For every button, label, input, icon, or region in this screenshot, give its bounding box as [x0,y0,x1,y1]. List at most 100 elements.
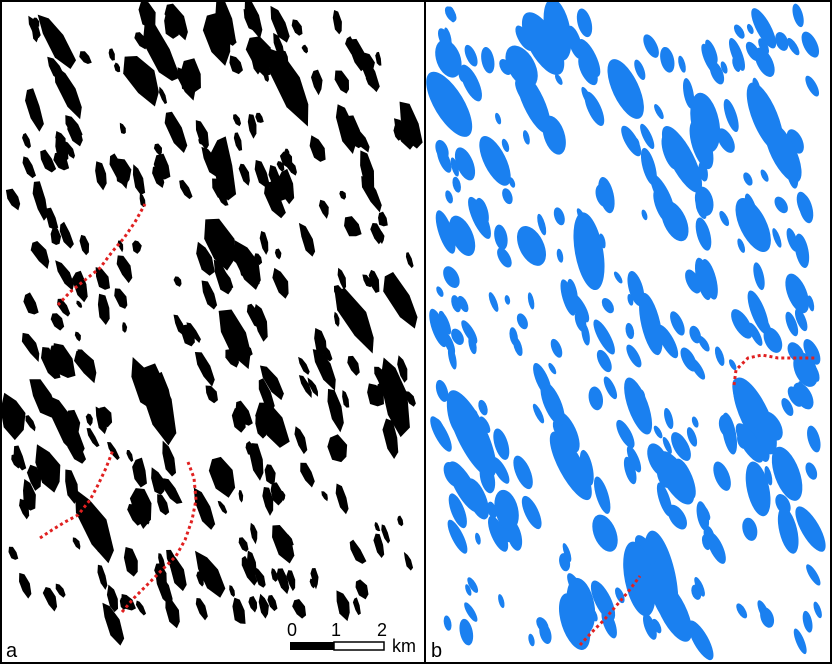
panel-b-ellipse [640,123,655,149]
panel-a-shape [65,469,79,504]
panel-b-ellipse [752,427,759,438]
panel-a-shape [235,400,253,426]
panel-a-shape [50,227,62,245]
panel-b-ellipse [671,432,691,461]
scale-bar-segment-filled [290,642,334,650]
panel-a-shape [374,522,381,532]
panel-a: 0 1 2 km a [0,0,426,664]
panel-a-shape [310,69,323,96]
panel-b-ellipse [550,338,563,358]
panel-b-ellipse [437,28,453,52]
panel-a-shape [95,161,107,191]
panel-a-shape [268,164,283,197]
panel-a-shape [233,132,243,151]
panel-a-shape [166,549,180,573]
panel-b-ellipse [461,320,478,344]
panel-b-ellipse [689,325,701,344]
panel-b-ellipse [698,503,711,521]
panel-b-ellipse [516,313,528,330]
panel-b-ellipse [650,173,675,215]
panel-a-shape [11,454,22,469]
panel-a-shape [279,151,293,169]
panel-b-ellipse [745,41,761,62]
panel-a-shape [270,5,290,43]
panel-b-ellipse [599,233,606,249]
panel-b-ellipse [494,224,508,250]
panel-a-shape [55,260,74,291]
panel-a-shape [108,48,115,61]
panel-b-ellipse [801,31,820,58]
panel-a-shape [259,231,269,255]
panel-b-ellipse [567,278,578,306]
panel-b-ellipse [626,445,642,473]
panel-b-ellipse [735,198,771,252]
panel-a-shape [405,391,416,407]
panel-a-shape [72,537,81,550]
panel-b-ellipse [626,344,642,368]
panel-b-ellipse [509,327,518,346]
panel-b-ellipse [488,515,509,552]
panel-b-ellipse [495,112,502,125]
panel-a-shape [138,2,156,29]
panel-b-ellipse [806,564,821,586]
panel-b-ellipse [742,517,758,541]
panel-b-ellipse [522,130,530,145]
panel-b-ellipse [664,577,676,596]
panel-b-ellipse [732,377,777,455]
panel-b-ellipse [728,37,746,71]
panel-a-shape [318,199,329,219]
panel-b-ellipse [536,617,549,633]
panel-b-shapes [426,2,826,661]
panel-a-shape [248,595,258,613]
panel-a-shape [327,434,348,463]
panel-b-ellipse [443,615,452,631]
panel-b-ellipse [731,309,753,339]
panel-a-shape [126,449,134,462]
panel-a-shape [74,331,81,342]
panel-a-shape [247,114,257,139]
panel-a-shape [8,546,19,560]
panel-a-shape [264,464,276,485]
panel-b-ellipse [537,213,547,236]
panel-b-ellipse [695,217,712,251]
panel-b-ellipse [802,610,813,633]
scale-bar-segment-empty [333,641,385,651]
panel-b-ellipse [528,633,535,647]
panel-a-shape [21,332,40,362]
panel-a-shape [333,311,340,328]
panel-a-shape [254,253,263,266]
panel-b-ellipse [501,138,510,153]
panel-b-ellipse [719,210,730,227]
panel-b-ellipse [694,576,705,597]
panel-b-ellipse [479,416,491,433]
panel-b-ellipse [737,238,746,253]
panel-a-shape [229,585,235,597]
panel-b-ellipse [497,247,512,268]
panel-a-shape [55,583,66,598]
panel-b-ellipse [451,328,464,345]
panel-b-ellipse [513,455,533,490]
panel-b-ellipse [664,408,674,429]
panel-a-shape [46,207,59,230]
panel-b-ellipse [578,54,598,86]
panel-b-ellipse [728,359,737,371]
panel-b-ellipse [457,295,469,313]
panel-b-ellipse [465,584,472,596]
panel-b-ellipse [813,601,822,619]
panel-a-shape [252,566,266,588]
panel-b-ellipse [498,594,505,609]
panel-b-ellipse [488,292,499,312]
panel-b-ellipse [785,311,799,337]
panel-a-shape [52,343,76,379]
panel-b-ellipse [481,46,495,74]
panel-b-ellipse [623,541,656,617]
panel-a-shape [376,383,384,396]
panel-b-ellipse [464,44,478,67]
panel-a-shape [238,163,250,186]
panel-a-shape [397,515,404,527]
panel-a-shape [127,504,142,526]
panel-b-ellipse [793,628,807,655]
panel-b-ellipse [521,12,565,75]
panel-b-ellipse [594,476,611,514]
